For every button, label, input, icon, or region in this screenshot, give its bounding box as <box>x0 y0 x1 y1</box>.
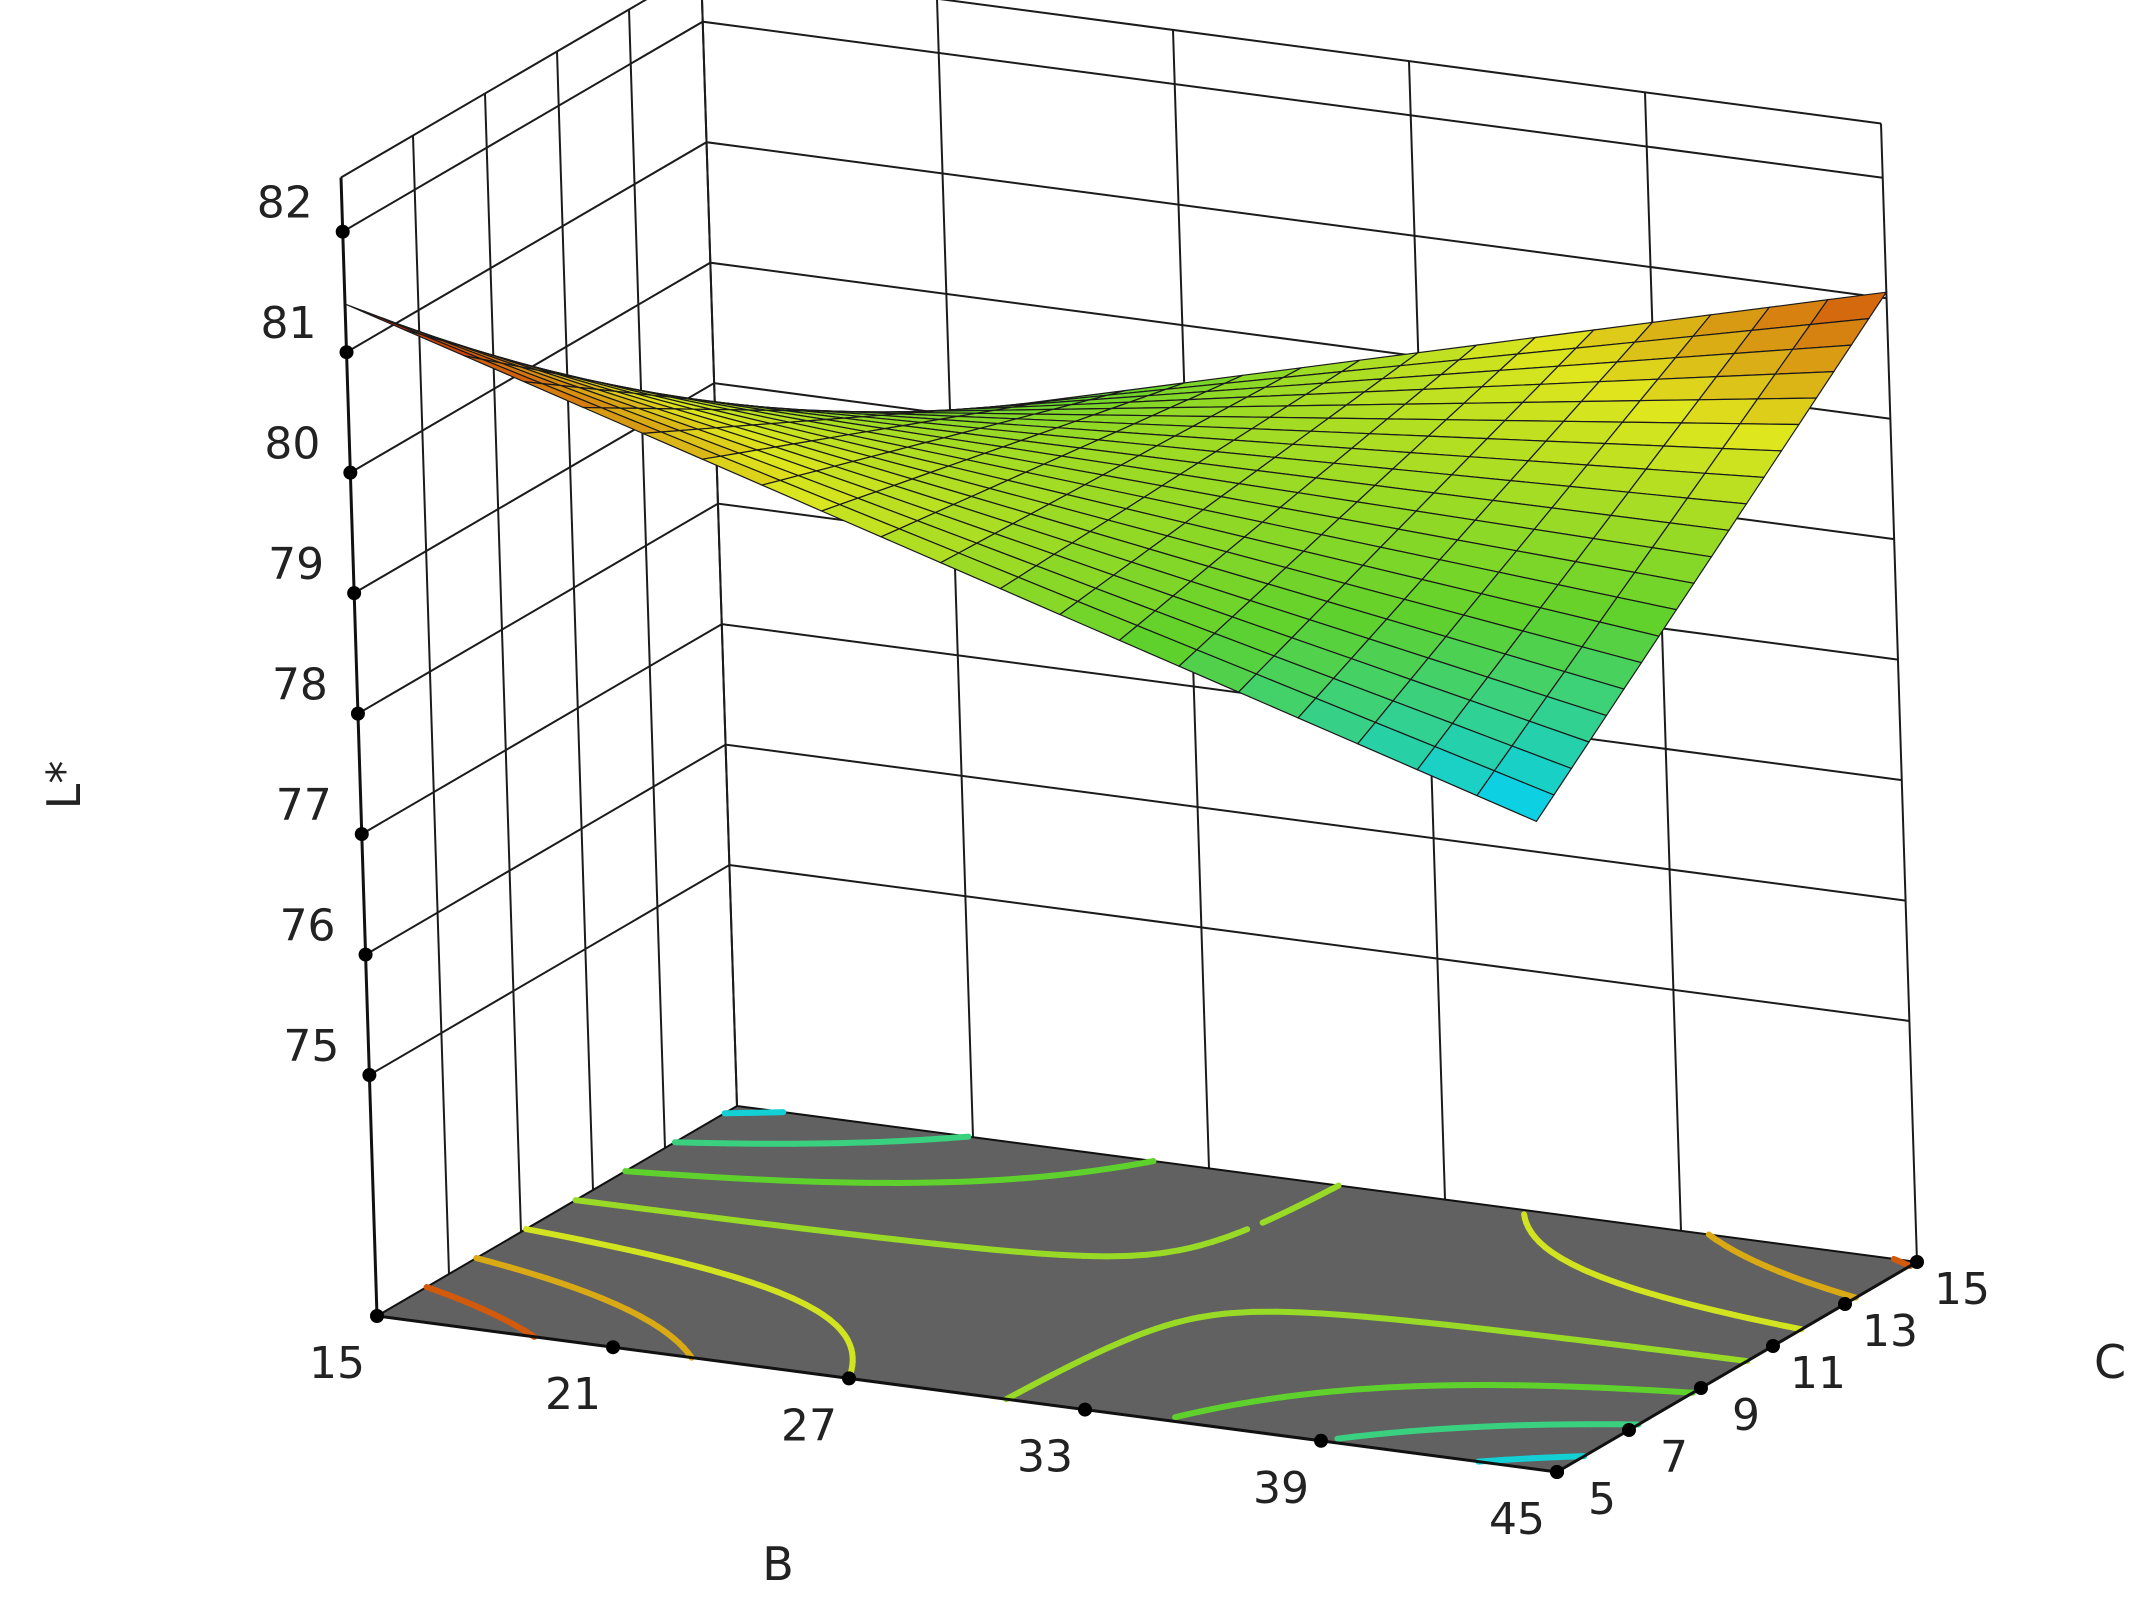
x-tick-label-4: 39 <box>1253 1463 1309 1514</box>
z-tick-label-3: 78 <box>272 660 328 711</box>
grid-line-level-1 <box>366 745 1906 955</box>
x-axis-label: B <box>762 1537 794 1591</box>
surface-cell-19-19 <box>1810 292 1886 324</box>
z-axis-label: L* <box>37 761 91 810</box>
z-tick-dot-7 <box>336 225 350 239</box>
y-tick-dot-4 <box>1838 1297 1852 1311</box>
z-tick-label-2: 77 <box>276 780 332 831</box>
grid-line-level-2 <box>362 624 1902 834</box>
x-tick-dot-1 <box>606 1340 620 1354</box>
z-tick-dot-6 <box>340 345 354 359</box>
surface-cell-1-0 <box>405 330 483 360</box>
x-tick-label-3: 33 <box>1017 1432 1073 1483</box>
x-tick-label-1: 21 <box>545 1369 601 1420</box>
surface-layer <box>345 292 1886 821</box>
x-tick-dot-0 <box>370 1309 384 1323</box>
grid-line-left-4 <box>629 10 665 1149</box>
y-tick-dot-2 <box>1694 1381 1708 1395</box>
grid-line-level-0 <box>369 865 1909 1075</box>
z-tick-label-1: 76 <box>280 901 336 952</box>
y-tick-dot-1 <box>1622 1423 1636 1437</box>
grid-line-level-7 <box>343 22 1883 232</box>
y-tick-label-4: 13 <box>1862 1306 1918 1357</box>
y-tick-label-0: 5 <box>1588 1474 1616 1525</box>
z-tick-label-6: 81 <box>261 298 317 349</box>
z-tick-dot-4 <box>347 586 361 600</box>
y-axis-label: C <box>2094 1335 2126 1389</box>
z-tick-dot-0 <box>362 1068 376 1082</box>
grid-line-back-5 <box>1881 124 1917 1263</box>
y-tick-label-3: 11 <box>1790 1348 1846 1399</box>
grid-line-left-2 <box>485 94 521 1233</box>
y-tick-dot-3 <box>1766 1339 1780 1353</box>
grid-line-level-6 <box>347 142 1887 352</box>
grid-line-back-4 <box>1645 92 1681 1231</box>
grid-line-left-5 <box>701 0 737 1106</box>
z-tick-dot-2 <box>355 827 369 841</box>
x-tick-label-2: 27 <box>781 1400 837 1451</box>
grid-layer <box>341 0 1917 1316</box>
z-tick-dot-5 <box>343 466 357 480</box>
y-tick-dot-0 <box>1550 1465 1564 1479</box>
y-tick-label-1: 7 <box>1660 1432 1688 1483</box>
x-tick-label-0: 15 <box>309 1338 365 1389</box>
z-tick-dot-1 <box>359 948 373 962</box>
y-tick-label-5: 15 <box>1934 1264 1990 1315</box>
x-tick-dot-3 <box>1078 1403 1092 1417</box>
z-tick-label-4: 79 <box>268 539 324 590</box>
z-tick-label-0: 75 <box>283 1021 339 1072</box>
grid-line-level-8 <box>341 0 1881 178</box>
z-tick-label-7: 82 <box>257 178 313 229</box>
z-tick-dot-3 <box>351 707 365 721</box>
y-tick-dot-5 <box>1910 1255 1924 1269</box>
x-tick-dot-2 <box>842 1371 856 1385</box>
z-tick-label-5: 80 <box>264 419 320 470</box>
grid-line-left-3 <box>557 52 593 1191</box>
x-tick-dot-4 <box>1314 1434 1328 1448</box>
y-tick-label-2: 9 <box>1732 1390 1760 1441</box>
x-tick-label-5: 45 <box>1489 1494 1545 1545</box>
grid-line-left-1 <box>413 136 449 1275</box>
